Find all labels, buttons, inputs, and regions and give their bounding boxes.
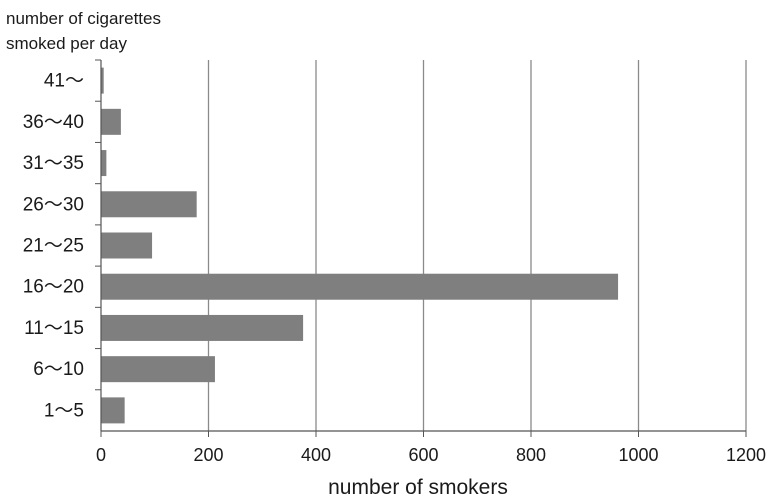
bar-3 (101, 191, 197, 218)
x-tick-label-4: 800 (516, 445, 546, 465)
bar-0 (101, 67, 104, 94)
y-axis-label-line-2: smoked per day (6, 34, 127, 53)
bar-5 (101, 273, 619, 300)
category-label-5: 16～20 (23, 277, 84, 298)
x-tick-label-2: 400 (301, 445, 331, 465)
bar-4 (101, 232, 153, 259)
y-axis-label-line-1: number of cigarettes (6, 9, 161, 28)
bars (101, 67, 619, 424)
x-axis-label: number of smokers (328, 476, 508, 499)
category-label-7: 6～10 (33, 359, 84, 380)
x-tick-label-1: 200 (193, 445, 223, 465)
x-tick-label-3: 600 (408, 445, 438, 465)
x-tick-label-6: 1200 (726, 445, 766, 465)
category-label-4: 21～25 (23, 236, 84, 257)
bar-1 (101, 108, 121, 135)
x-tick-labels: 0 200 400 600 800 1000 1200 (96, 445, 766, 465)
x-tick-label-5: 1000 (618, 445, 658, 465)
bar-7 (101, 356, 215, 383)
x-tick-label-0: 0 (96, 445, 106, 465)
grid-lines (207, 60, 747, 431)
category-label-3: 26～30 (23, 194, 84, 215)
category-label-0: 41～ (44, 71, 84, 92)
category-label-8: 1～5 (44, 400, 84, 421)
category-label-1: 36～40 (23, 112, 84, 133)
category-label-6: 11～15 (24, 318, 84, 339)
bar-8 (101, 397, 125, 424)
axes (95, 59, 747, 437)
bar-2 (101, 150, 107, 177)
category-labels: 41～ 36～40 31～35 26～30 21～25 16～20 11～15 6～10 1～5 (23, 71, 84, 422)
category-label-2: 31～35 (23, 153, 84, 174)
bar-6 (101, 314, 304, 341)
